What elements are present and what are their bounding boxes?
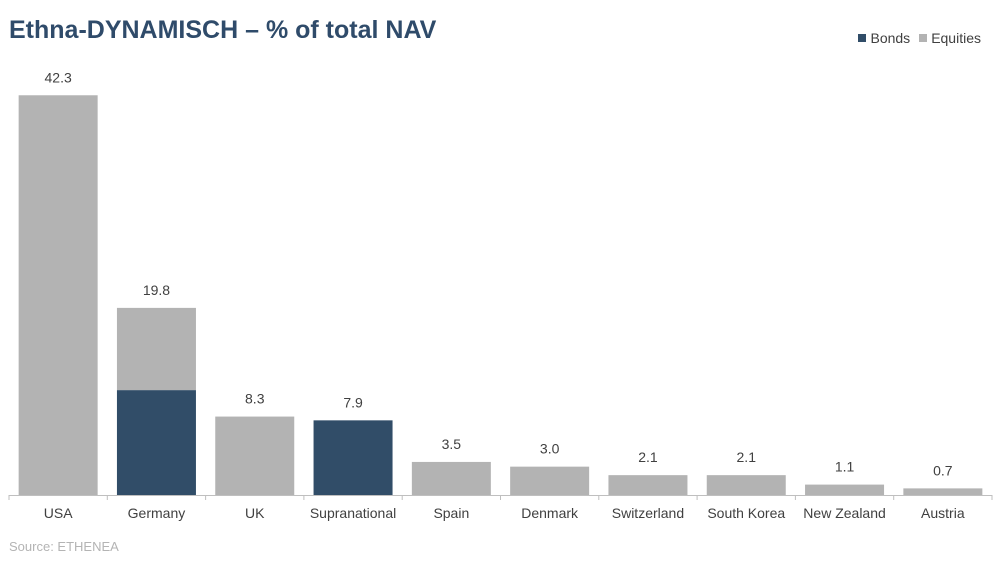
legend-swatch-bonds	[858, 34, 867, 42]
x-tick-label-south-korea: South Korea	[707, 505, 785, 521]
bar-equities-spain	[411, 461, 491, 495]
chart-title: Ethna-DYNAMISCH – % of total NAV	[9, 16, 437, 44]
data-label-germany: 19.8	[143, 282, 170, 298]
data-label-supranational: 7.9	[343, 394, 363, 410]
data-label-usa: 42.3	[45, 69, 72, 85]
legend-item-bonds: Bonds	[858, 30, 910, 46]
x-tick-label-germany: Germany	[128, 505, 186, 521]
bar-equities-germany	[116, 307, 196, 391]
legend-label-equities: Equities	[931, 30, 981, 46]
data-label-switzerland: 2.1	[638, 449, 658, 465]
x-tick-label-uk: UK	[245, 505, 265, 521]
bar-equities-switzerland	[608, 475, 688, 495]
data-label-new-zealand: 1.1	[835, 459, 855, 475]
data-label-spain: 3.5	[442, 436, 462, 452]
bar-equities-usa	[18, 95, 98, 495]
data-label-south-korea: 2.1	[737, 449, 757, 465]
x-tick-label-switzerland: Switzerland	[612, 505, 684, 521]
x-tick-label-austria: Austria	[921, 505, 965, 521]
x-tick-label-supranational: Supranational	[310, 505, 396, 521]
legend-label-bonds: Bonds	[870, 30, 911, 46]
data-label-denmark: 3.0	[540, 441, 560, 457]
bar-equities-austria	[903, 488, 983, 495]
data-label-uk: 8.3	[245, 391, 265, 407]
bar-equities-denmark	[510, 466, 590, 495]
x-tick-label-denmark: Denmark	[521, 505, 579, 521]
x-tick-label-usa: USA	[44, 505, 73, 521]
bar-equities-south-korea	[706, 475, 786, 495]
data-label-austria: 0.7	[933, 462, 953, 478]
source-note: Source: ETHENEA	[9, 539, 119, 554]
legend-swatch-equities	[919, 34, 928, 42]
legend: Bonds Equities	[858, 30, 981, 46]
bar-bonds-supranational	[313, 420, 393, 495]
x-tick-label-spain: Spain	[433, 505, 469, 521]
bar-bonds-germany	[116, 390, 196, 495]
legend-item-equities: Equities	[919, 30, 981, 46]
bar-equities-new-zealand	[805, 484, 885, 495]
bar-equities-uk	[215, 416, 295, 495]
x-tick-label-new-zealand: New Zealand	[803, 505, 886, 521]
